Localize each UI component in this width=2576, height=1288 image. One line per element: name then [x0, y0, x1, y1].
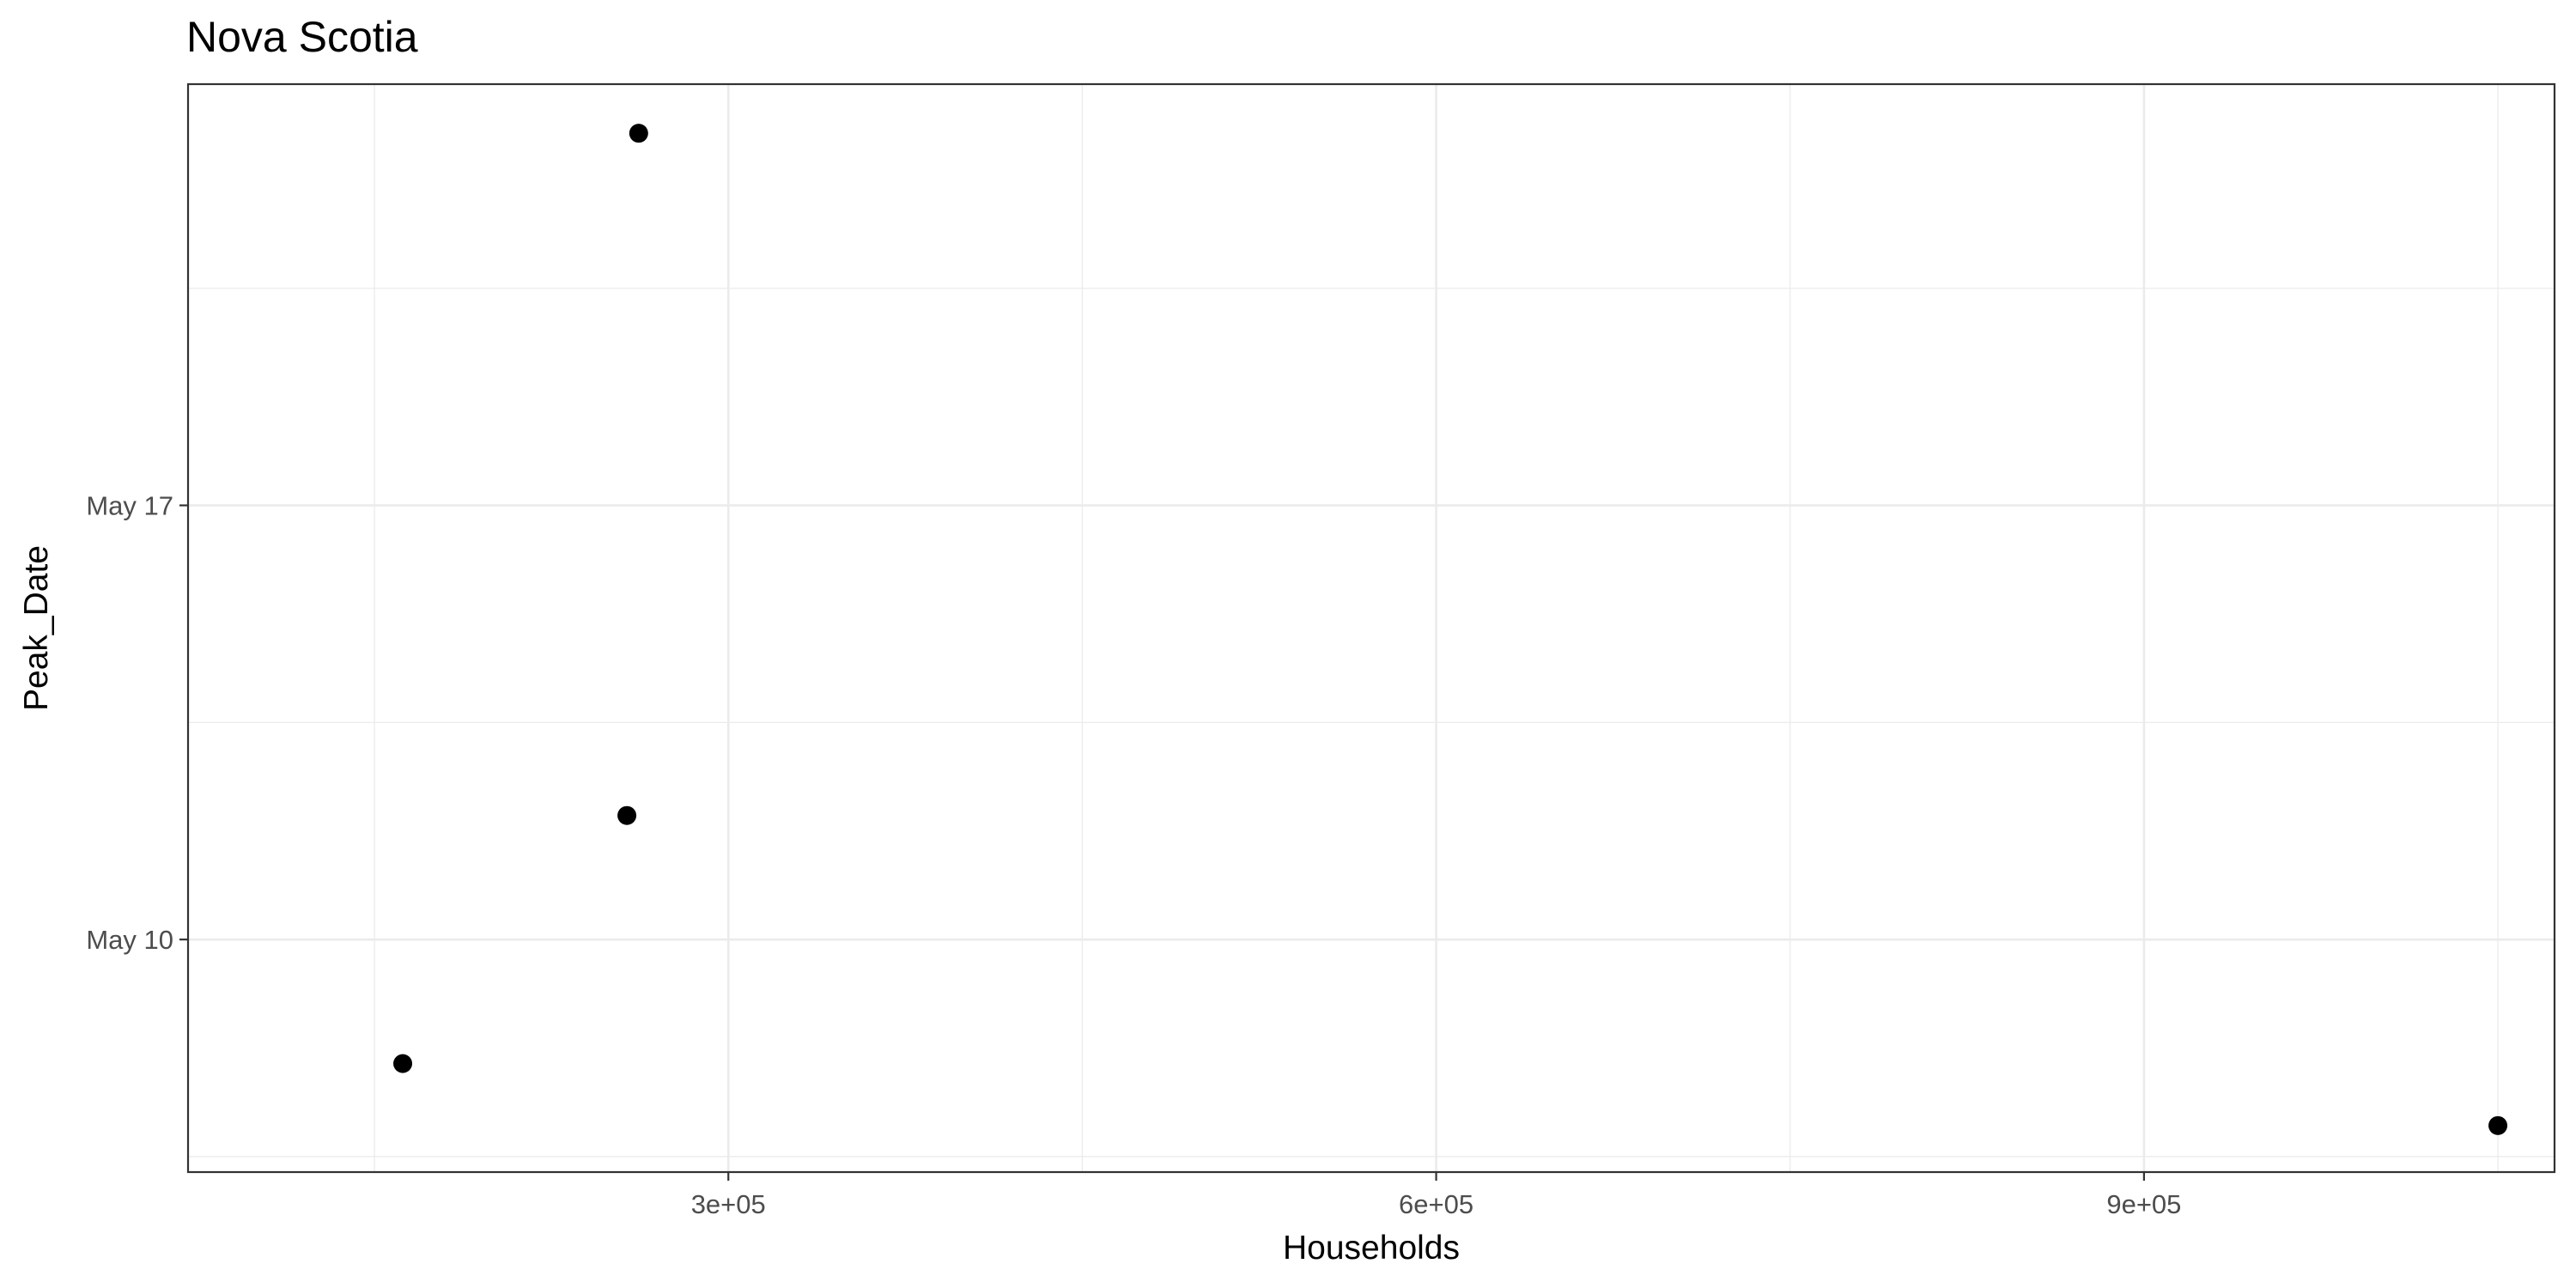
x-axis: 3e+05 6e+05 9e+05	[691, 1172, 2181, 1219]
x-tick-label: 6e+05	[1399, 1189, 1473, 1219]
data-point	[629, 124, 648, 143]
major-grid	[188, 84, 2555, 1172]
y-tick-label: May 17	[86, 491, 173, 521]
x-axis-title: Households	[1283, 1230, 1460, 1267]
data-point	[617, 805, 637, 825]
data-points	[393, 124, 2508, 1135]
x-tick-label: 9e+05	[2106, 1189, 2181, 1219]
data-point	[393, 1054, 413, 1073]
y-tick-label: May 10	[86, 925, 173, 955]
y-axis: May 10 May 17	[86, 491, 188, 955]
panel-border	[186, 82, 2556, 1174]
minor-grid	[188, 84, 2555, 1172]
x-tick-label: 3e+05	[691, 1189, 766, 1219]
y-axis-title: Peak_Date	[18, 545, 55, 711]
data-point	[2488, 1115, 2508, 1135]
chart-title: Nova Scotia	[186, 13, 418, 61]
